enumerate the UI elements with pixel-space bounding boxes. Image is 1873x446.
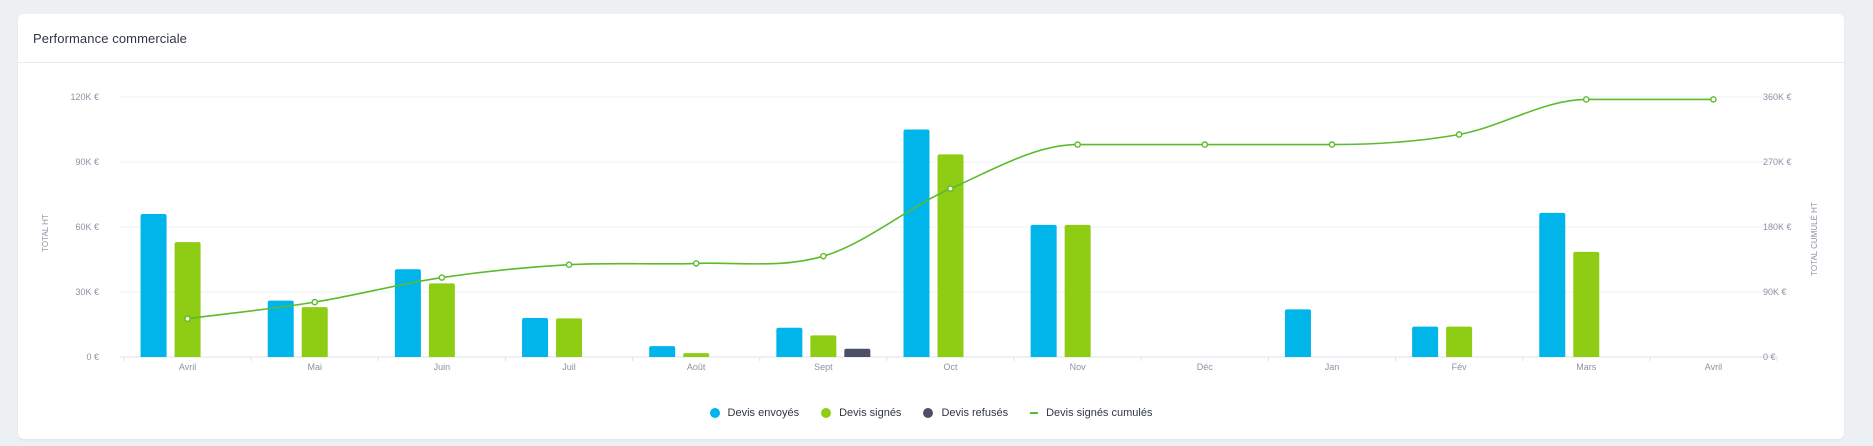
- x-tick-label: Avril: [1705, 362, 1722, 372]
- bar-devis-envoyes[interactable]: [903, 129, 930, 358]
- left-axis-ticks: 0 € 30K € 60K € 90K € 120K €: [70, 92, 99, 362]
- x-tick-label: Avril: [179, 362, 196, 372]
- legend-label-sent: Devis envoyés: [727, 407, 800, 419]
- cumulative-point[interactable]: [820, 252, 827, 260]
- bar-devis-envoyes[interactable]: [1284, 309, 1311, 357]
- x-tick-label: Sept: [814, 362, 833, 372]
- legend-label-cumulative: Devis signés cumulés: [1046, 407, 1153, 419]
- bar-devis-signes[interactable]: [428, 283, 455, 357]
- x-tick-label: Août: [687, 362, 706, 372]
- performance-card: Performance commerciale 0 € 30K € 60K € 90K…: [18, 14, 1844, 439]
- cumulative-point[interactable]: [692, 260, 700, 267]
- y-axis-label-left: TOTAL HT: [41, 214, 50, 252]
- bar-devis-envoyes[interactable]: [649, 346, 676, 357]
- x-tick-label: Déc: [1197, 362, 1214, 372]
- bar-devis-signes[interactable]: [1446, 326, 1473, 357]
- x-tick-label: Mai: [307, 362, 322, 372]
- x-tick-label: Fév: [1452, 362, 1468, 372]
- card-title: Performance commerciale: [33, 30, 188, 46]
- cumulative-point[interactable]: [1201, 141, 1209, 148]
- bar-devis-signes[interactable]: [937, 154, 964, 357]
- cumulative-point[interactable]: [1455, 131, 1463, 138]
- legend-item-signed[interactable]: Devis signés: [821, 407, 901, 419]
- cumulative-point[interactable]: [184, 315, 191, 323]
- x-axis-ticks: Avril Mai Juin Juil Août Sept Oct Nov Déc Jan Fév M…: [123, 357, 1778, 372]
- cumulative-point[interactable]: [1074, 141, 1081, 148]
- bar-devis-envoyes[interactable]: [267, 300, 294, 357]
- bar-devis-signes[interactable]: [683, 353, 710, 357]
- y-tick-label-right: 360K €: [1763, 92, 1792, 102]
- cumulative-point[interactable]: [565, 261, 573, 268]
- bar-devis-signes[interactable]: [174, 242, 201, 357]
- y-tick-label-left: 60K €: [75, 222, 99, 232]
- x-tick-label: Juin: [434, 362, 451, 372]
- cumulative-point[interactable]: [438, 274, 446, 281]
- right-axis-ticks: 0 € 90K € 180K € 270K € 360K €: [1763, 92, 1792, 362]
- bar-devis-signes[interactable]: [301, 307, 328, 357]
- cumulative-point[interactable]: [1582, 96, 1590, 103]
- y-tick-label-left: 0 €: [86, 352, 99, 362]
- chart-legend: Devis envoyés Devis signés Devis refusés…: [18, 407, 1844, 419]
- legend-label-signed: Devis signés: [839, 407, 902, 419]
- bars: [140, 129, 1600, 358]
- cumulative-point[interactable]: [1328, 141, 1336, 148]
- legend-item-refused[interactable]: Devis refusés: [923, 407, 1008, 419]
- y-tick-label-left: 30K €: [75, 287, 99, 297]
- cumulative-line: [184, 96, 1717, 323]
- bar-devis-signes[interactable]: [810, 335, 837, 357]
- x-tick-label: Jan: [1325, 362, 1340, 372]
- bar-devis-envoyes[interactable]: [394, 269, 421, 357]
- legend-item-cumulative[interactable]: Devis signés cumulés: [1030, 407, 1152, 419]
- x-tick-label: Nov: [1070, 362, 1087, 372]
- y-axis-label-right: TOTAL CUMULÉ HT: [1810, 202, 1819, 276]
- y-tick-label-right: 0 €: [1763, 352, 1776, 362]
- bar-devis-envoyes[interactable]: [522, 318, 549, 357]
- bar-devis-signes[interactable]: [1064, 224, 1091, 357]
- legend-item-sent[interactable]: Devis envoyés: [709, 407, 800, 419]
- bar-devis-envoyes[interactable]: [140, 214, 167, 357]
- cumulative-point[interactable]: [311, 298, 319, 306]
- bar-devis-signes[interactable]: [1573, 251, 1600, 357]
- legend-marker-signed: [821, 408, 832, 418]
- legend-marker-refused: [923, 408, 934, 418]
- bar-devis-envoyes[interactable]: [776, 327, 803, 357]
- performance-chart: 0 € 30K € 60K € 90K € 120K € 0 € 90K € 180K € 2…: [41, 92, 1819, 372]
- legend-marker-cumulative: [1030, 412, 1039, 414]
- bar-devis-envoyes[interactable]: [1030, 224, 1057, 357]
- cumulative-point[interactable]: [1710, 96, 1717, 103]
- y-tick-label-left: 90K €: [75, 157, 99, 167]
- bar-devis-refuses[interactable]: [844, 348, 871, 357]
- y-tick-label-right: 270K €: [1763, 157, 1792, 167]
- legend-marker-sent: [709, 408, 720, 418]
- x-tick-label: Juil: [562, 362, 576, 372]
- bar-devis-envoyes[interactable]: [1539, 212, 1566, 357]
- cumulative-point[interactable]: [947, 185, 954, 192]
- y-tick-label-right: 90K €: [1763, 287, 1787, 297]
- x-tick-label: Mars: [1576, 362, 1596, 372]
- x-tick-label: Oct: [943, 362, 958, 372]
- card-header: Performance commerciale: [18, 14, 1844, 63]
- legend-label-refused: Devis refusés: [941, 407, 1009, 419]
- y-tick-label-right: 180K €: [1763, 222, 1792, 232]
- bar-devis-envoyes[interactable]: [1412, 326, 1439, 357]
- bar-devis-signes[interactable]: [556, 318, 583, 357]
- y-tick-label-left: 120K €: [70, 92, 99, 102]
